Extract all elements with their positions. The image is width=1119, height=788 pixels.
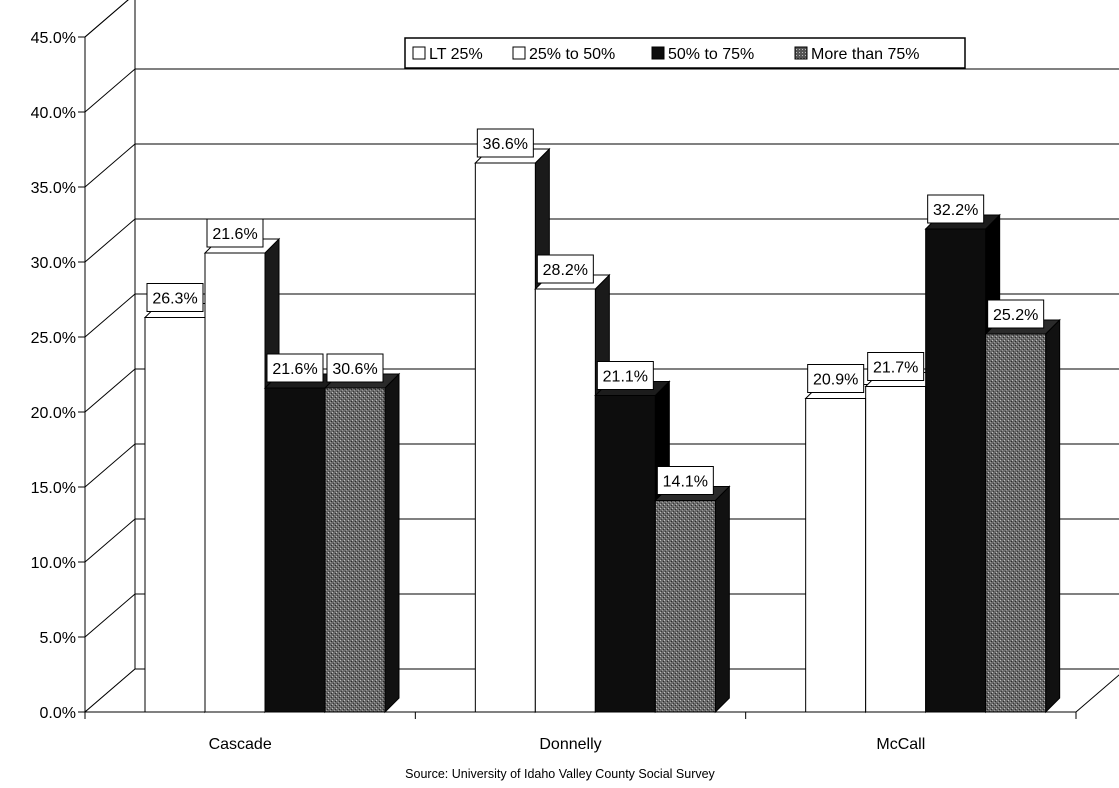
bar-side xyxy=(384,372,400,714)
legend-box xyxy=(404,37,966,69)
data-label-box xyxy=(596,361,654,390)
gridline xyxy=(84,293,1119,338)
legend-entry: 50% to 75% xyxy=(668,46,754,63)
data-label: 28.2% xyxy=(543,262,588,279)
bar-front xyxy=(654,500,716,713)
bar xyxy=(654,485,731,714)
y-tick-label: 15.0% xyxy=(31,480,76,497)
data-label: 14.1% xyxy=(663,474,708,491)
data-label: 36.6% xyxy=(483,136,528,153)
data-label: 20.9% xyxy=(813,372,858,389)
bar-front xyxy=(594,395,656,713)
data-label-box xyxy=(476,128,534,158)
data-label: 26.3% xyxy=(152,291,197,308)
data-label: 32.2% xyxy=(933,202,978,219)
bar xyxy=(984,318,1061,714)
bar-front xyxy=(534,288,596,713)
side-wall xyxy=(84,0,136,714)
data-label: 25.2% xyxy=(993,307,1038,324)
legend: LT 25% 25% to 50% 50% to 75% More than 75% xyxy=(404,37,966,69)
y-tick-label: 35.0% xyxy=(31,180,76,197)
bar-front xyxy=(474,162,536,713)
bar-front xyxy=(264,387,326,713)
data-label-box xyxy=(927,194,985,224)
data-label: 21.7% xyxy=(873,360,918,377)
bar-front xyxy=(204,252,266,713)
gridline xyxy=(84,68,1119,113)
legend-swatch xyxy=(412,46,426,60)
y-tick-label: 5.0% xyxy=(40,630,76,647)
y-tick-label: 40.0% xyxy=(31,105,76,122)
bar-front xyxy=(805,398,867,713)
bar-side xyxy=(1045,318,1061,714)
legend-swatch xyxy=(794,46,808,60)
gridline xyxy=(84,218,1119,263)
data-label-box xyxy=(656,466,714,495)
data-label-box xyxy=(146,283,204,312)
data-label-box xyxy=(867,352,925,381)
data-label-box xyxy=(326,353,384,383)
gridline xyxy=(84,143,1119,188)
gridline xyxy=(84,0,129,38)
gridline xyxy=(84,593,1119,638)
legend-entry: More than 75% xyxy=(811,46,920,63)
data-label: 30.6% xyxy=(332,361,377,378)
gridline xyxy=(84,368,1119,413)
bar-front xyxy=(985,333,1047,713)
data-label: 21.6% xyxy=(212,226,257,243)
x-tick-label: Donnelly xyxy=(539,736,601,753)
legend-entry: 25% to 50% xyxy=(529,46,615,63)
legend-swatch xyxy=(651,46,665,60)
y-tick-label: 30.0% xyxy=(31,255,76,272)
legend-entry: LT 25% xyxy=(429,46,483,63)
y-tick-label: 20.0% xyxy=(31,405,76,422)
gridline xyxy=(84,518,1119,563)
data-label-box xyxy=(987,299,1045,329)
data-label: 21.6% xyxy=(272,361,317,378)
data-label-box xyxy=(807,364,865,393)
x-tick-label: Cascade xyxy=(209,736,272,753)
data-label-box xyxy=(536,254,594,284)
y-tick-label: 25.0% xyxy=(31,330,76,347)
data-label-box xyxy=(266,353,324,383)
data-label-box xyxy=(206,218,264,248)
axes: 0.0% 5.0% 10.0% 15.0% 20.0% 25.0% 30.0% 35.0% 40… xyxy=(31,30,1077,753)
bar-side xyxy=(714,485,730,714)
bar-front xyxy=(324,387,386,713)
bar xyxy=(323,372,401,714)
y-tick-label: 45.0% xyxy=(31,30,76,47)
data-labels: 26.3% 21.6% 21.6% 30.6% 36.6% 28.2% 21.1% 14.1%… xyxy=(146,128,1045,495)
source-note: Source: University of Idaho Valley Count… xyxy=(405,767,715,781)
bars xyxy=(143,147,1061,714)
data-label: 21.1% xyxy=(603,369,648,386)
y-tick-label: 0.0% xyxy=(40,705,76,722)
gridline xyxy=(84,443,1119,488)
gridlines xyxy=(84,0,1119,638)
x-tick-label: McCall xyxy=(876,736,925,753)
y-tick-label: 10.0% xyxy=(31,555,76,572)
bar-front xyxy=(925,228,987,713)
bar-front xyxy=(865,386,927,713)
legend-swatch xyxy=(512,46,526,60)
bar-front xyxy=(144,317,206,713)
